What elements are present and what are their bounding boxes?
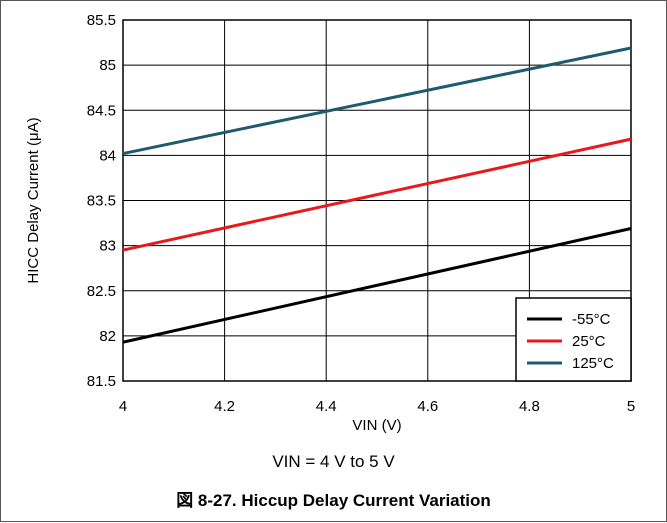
y-tick-label: 84 [99,147,116,164]
x-tick-label: 4.4 [316,398,337,415]
legend-label-0: -55°C [572,311,611,328]
y-axis-title: HICC Delay Current (μA) [25,117,42,283]
x-tick-label: 4.8 [519,398,540,415]
grid [122,19,632,382]
series-line-2 [122,46,632,156]
condition-note: VIN = 4 V to 5 V [272,452,395,471]
x-tick-labels: 4 4.2 4.4 4.6 4.8 5 [119,398,635,415]
x-tick-label: 5 [627,398,635,415]
series-line-0 [122,227,632,344]
x-axis-title: VIN (V) [352,417,401,434]
y-tick-label: 83 [99,238,116,255]
legend-label-1: 25°C [572,333,606,350]
y-tick-label: 82.5 [87,283,116,300]
plot-area [122,19,632,382]
x-tick-label: 4.2 [214,398,235,415]
y-tick-label: 84.5 [87,102,116,119]
legend: -55°C 25°C 125°C [515,297,632,382]
y-tick-label: 85 [99,57,116,74]
x-tick-label: 4 [119,398,127,415]
y-tick-labels: 81.5 82 82.5 83 83.5 84 84.5 85 85.5 [87,12,116,390]
series-lines [122,46,632,344]
figure-caption: 図 8-27. Hiccup Delay Current Variation [176,491,491,510]
y-tick-label: 85.5 [87,12,116,29]
y-tick-label: 82 [99,328,116,345]
y-tick-label: 83.5 [87,193,116,210]
line-chart: 4 4.2 4.4 4.6 4.8 5 81.58282.58383.58484.5858… [25,12,635,434]
x-tick-label: 4.6 [417,398,438,415]
top-rule [0,0,667,1]
series-line-1 [122,137,632,252]
y-tick-label: 81.5 [87,373,116,390]
legend-label-2: 125°C [572,355,614,372]
